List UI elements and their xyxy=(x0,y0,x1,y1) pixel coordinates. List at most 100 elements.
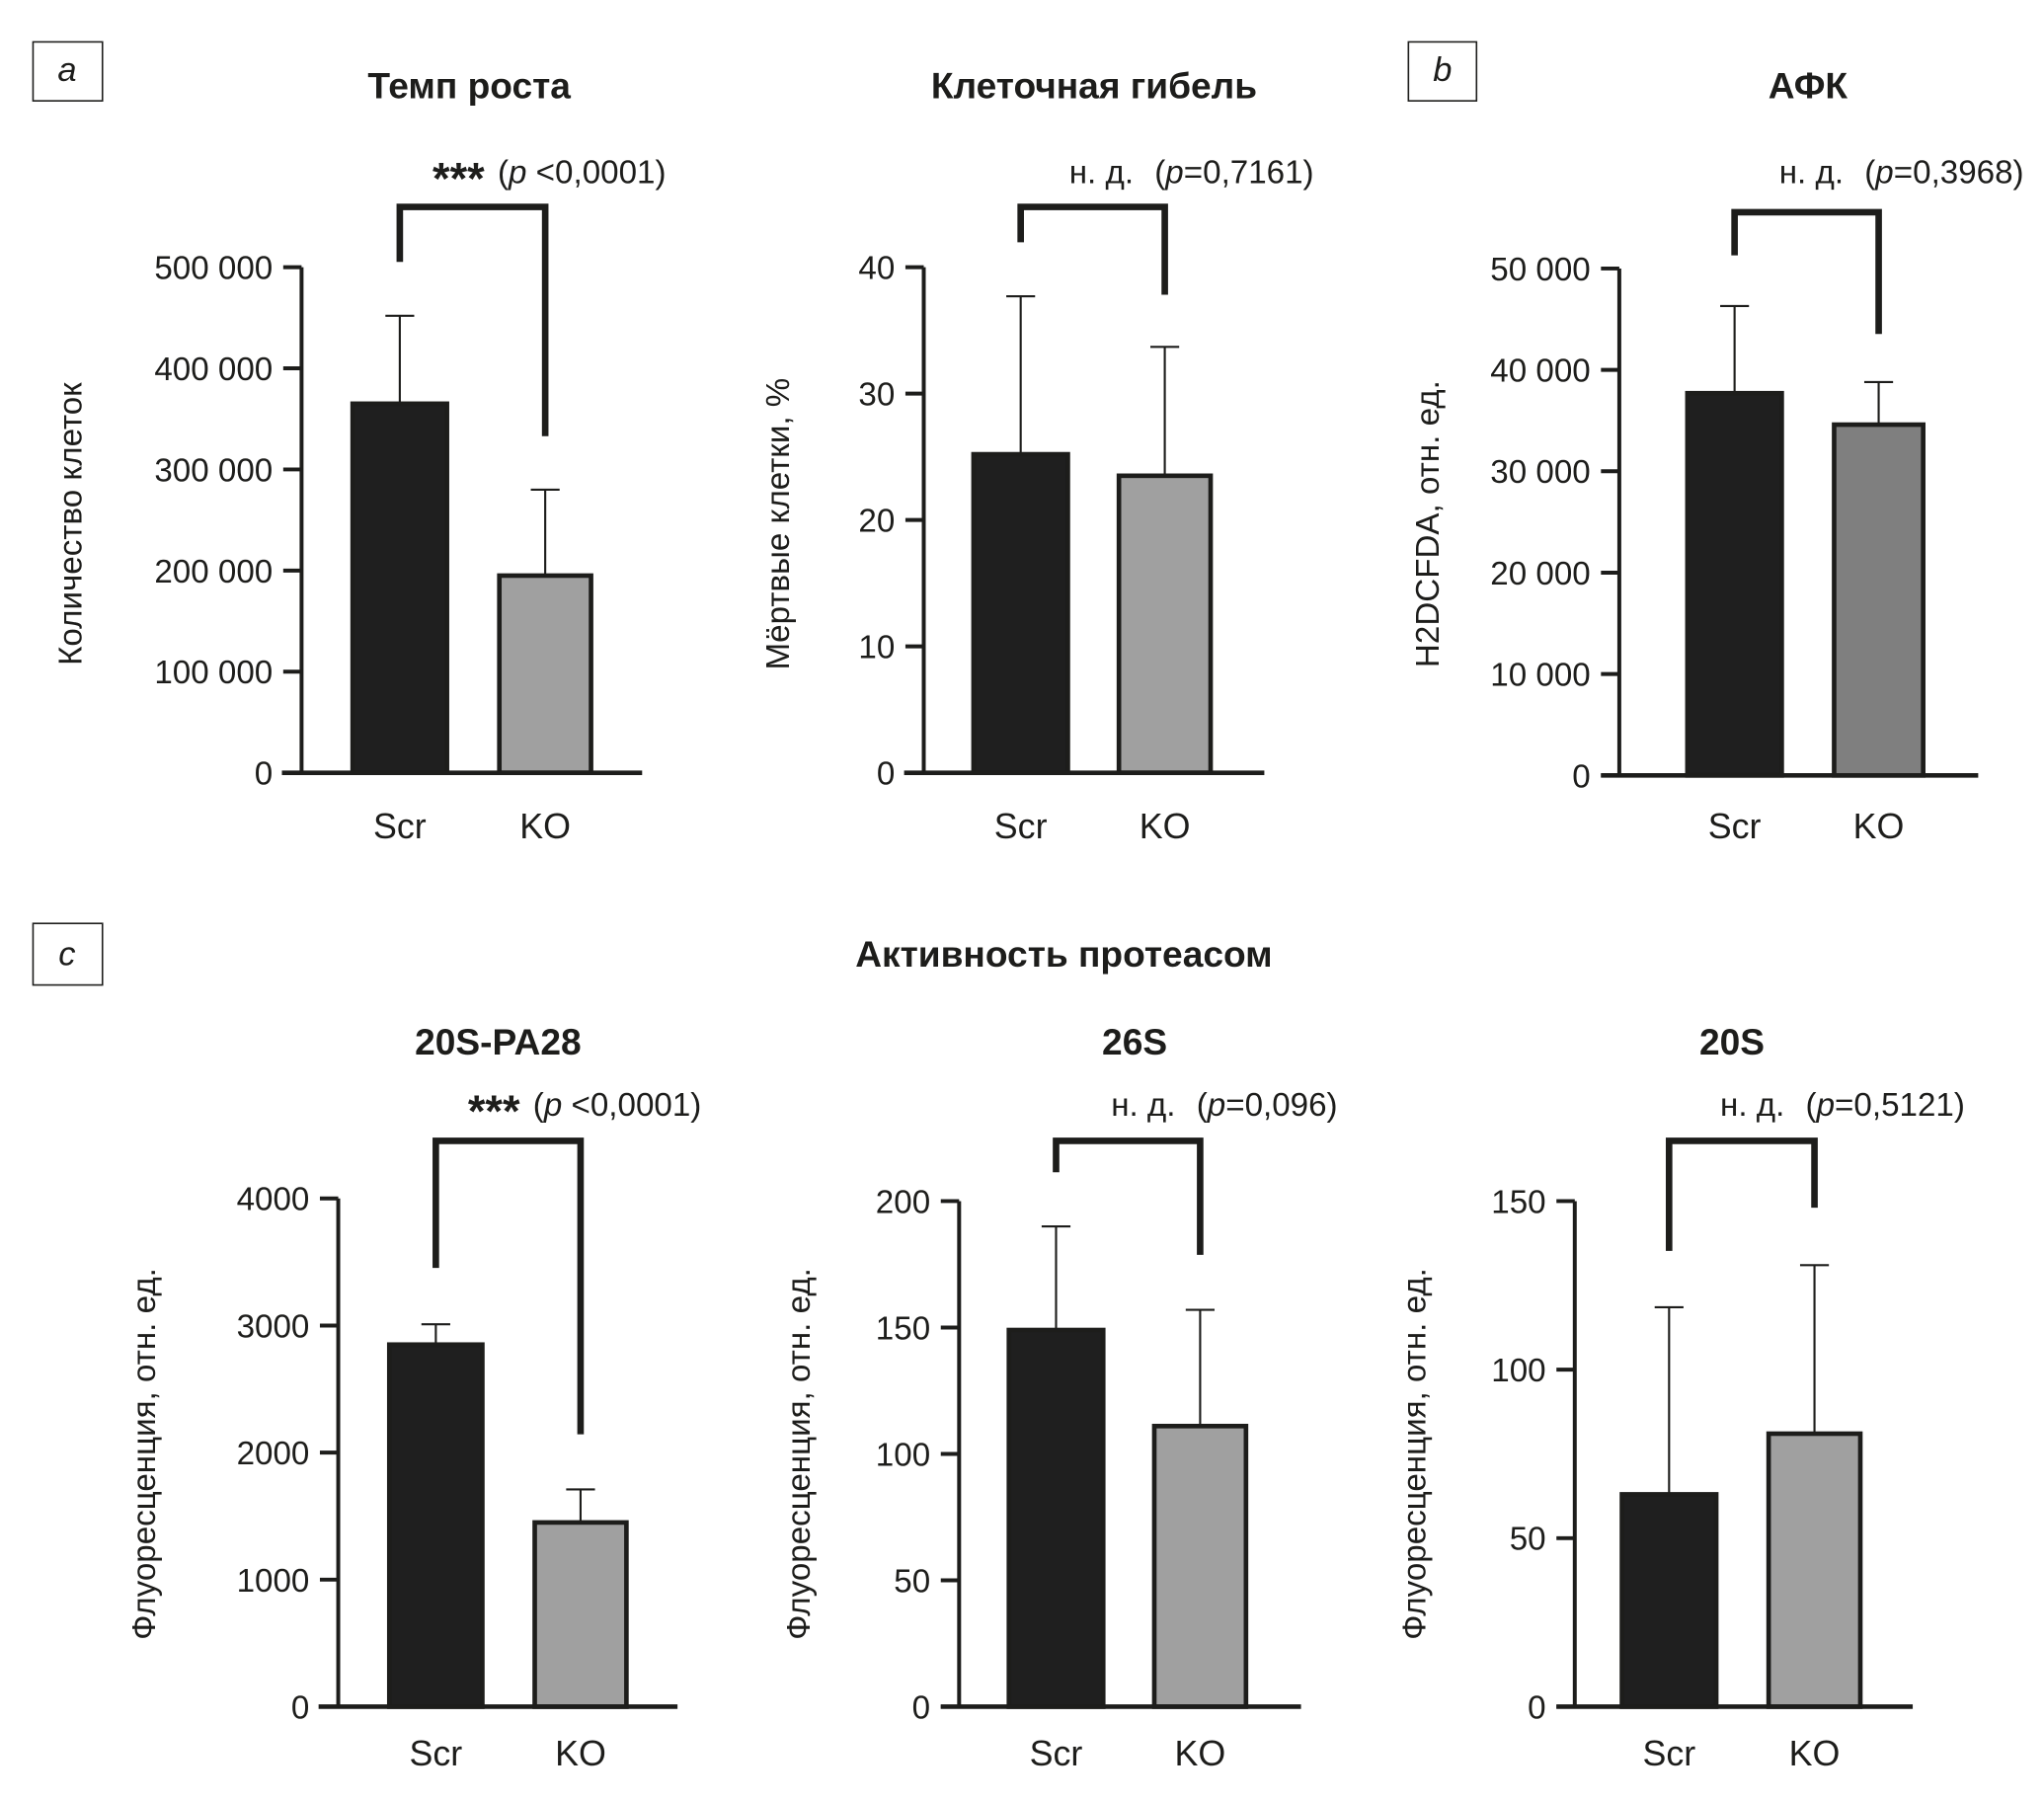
x-tick-label: KO xyxy=(1853,807,1905,846)
x-tick-label: KO xyxy=(519,807,571,846)
bar-ko xyxy=(532,1520,629,1709)
chart-title: 20S xyxy=(1699,1021,1765,1062)
panel-label-b-text: b xyxy=(1433,51,1452,89)
p-value: <0,0001) xyxy=(562,1087,701,1124)
p-open: ( xyxy=(1197,1087,1208,1124)
panel-label-a: a xyxy=(32,40,104,102)
y-tick-label: 30 000 xyxy=(1490,454,1590,491)
significance-marker: н. д. xyxy=(1720,1087,1784,1124)
bar-scr xyxy=(350,401,449,775)
y-tick-label: 20 000 xyxy=(1490,556,1590,592)
y-tick-label: 50 xyxy=(1510,1522,1546,1558)
p-value: <0,0001) xyxy=(526,155,666,192)
p-value: =0,3968) xyxy=(1894,155,2024,192)
chart-2: Клеточная гибель Мёртвые клетки, % Scr KO 0 1… xyxy=(760,64,1314,845)
x-tick-label: Scr xyxy=(410,1734,463,1773)
p-symbol: p xyxy=(508,155,526,192)
y-tick-label: 1000 xyxy=(237,1563,310,1600)
x-tick-label: KO xyxy=(555,1734,606,1773)
x-tick-label: Scr xyxy=(373,807,427,846)
significance-marker: н. д. xyxy=(1111,1087,1175,1124)
y-tick-label: 0 xyxy=(912,1689,930,1726)
y-axis-label: Флуоресценция, отн. ед. xyxy=(126,1268,163,1640)
y-tick-label: 200 000 xyxy=(154,554,273,590)
bar-scr xyxy=(1619,1492,1719,1709)
y-tick-label: 3000 xyxy=(237,1308,310,1345)
chart-title: АФК xyxy=(1769,64,1848,106)
significance-bracket xyxy=(432,1137,585,1435)
y-tick-label: 4000 xyxy=(237,1182,310,1218)
y-tick-label: 50 000 xyxy=(1490,252,1590,288)
y-tick-label: 0 xyxy=(291,1689,309,1726)
p-symbol: p xyxy=(1164,155,1183,192)
chart-3: АФК H2DCFDA, отн. ед. Scr KO 0 10 000 20 000 30… xyxy=(1410,64,2024,845)
y-axis-label: Флуоресценция, отн. ед. xyxy=(1397,1268,1434,1640)
p-open: ( xyxy=(498,155,509,192)
chart-4: 20S-PA28 Флуоресценция, отн. ед. Scr KO 0 100… xyxy=(126,1021,701,1773)
significance-bracket xyxy=(1665,1137,1818,1251)
x-tick-label: KO xyxy=(1789,1734,1841,1773)
bar-ko xyxy=(1766,1431,1863,1709)
p-open: ( xyxy=(533,1087,544,1124)
significance-annotation: н. д. (p=0,7161) xyxy=(1069,155,1314,192)
p-value: =0,096) xyxy=(1225,1087,1337,1124)
significance-bracket xyxy=(1053,1137,1204,1255)
y-axis-label: Количество клеток xyxy=(53,382,90,666)
x-tick-label: KO xyxy=(1175,1734,1226,1773)
p-symbol: p xyxy=(1874,155,1893,192)
p-symbol: p xyxy=(1207,1087,1225,1124)
chart-title: Клеточная гибель xyxy=(931,64,1257,106)
y-tick-label: 0 xyxy=(1528,1689,1545,1726)
bar-ko xyxy=(1151,1423,1249,1709)
y-tick-label: 500 000 xyxy=(154,251,273,287)
y-tick-label: 30 xyxy=(858,377,895,414)
bar-scr xyxy=(386,1342,485,1709)
y-tick-label: 0 xyxy=(877,756,895,793)
chart-1: Темп роста Количество клеток Scr KO 0 100 000… xyxy=(53,64,667,845)
y-axis-label: Флуоресценция, отн. ед. xyxy=(781,1268,818,1640)
y-tick-label: 0 xyxy=(255,756,273,793)
panel-label-b: b xyxy=(1407,40,1478,102)
x-tick-label: Scr xyxy=(1708,807,1762,846)
y-tick-label: 100 xyxy=(876,1437,930,1473)
y-axis-label: H2DCFDA, отн. ед. xyxy=(1410,380,1447,667)
p-value: =0,5121) xyxy=(1835,1087,1965,1124)
y-tick-label: 200 xyxy=(876,1184,930,1220)
significance-annotation: *** (p <0,0001) xyxy=(468,1086,701,1136)
p-open: ( xyxy=(1806,1087,1817,1124)
p-symbol: p xyxy=(543,1087,562,1124)
significance-annotation: н. д. (p=0,3968) xyxy=(1779,155,2024,192)
p-symbol: p xyxy=(1816,1087,1835,1124)
chart-title: 26S xyxy=(1102,1021,1167,1062)
significance-annotation: н. д. (p=0,5121) xyxy=(1720,1087,1965,1124)
bar-ko xyxy=(497,573,593,775)
y-tick-label: 20 xyxy=(858,504,895,540)
panel-label-a-text: a xyxy=(57,51,76,89)
p-value: =0,7161) xyxy=(1184,155,1314,192)
y-tick-label: 150 xyxy=(1491,1184,1545,1220)
bar-ko xyxy=(1832,422,1926,778)
x-tick-label: KO xyxy=(1140,807,1191,846)
y-axis-label: Мёртвые клетки, % xyxy=(760,378,797,670)
y-tick-label: 150 xyxy=(876,1310,930,1347)
significance-marker: *** xyxy=(468,1086,520,1136)
significance-marker: н. д. xyxy=(1069,155,1134,192)
panel-label-c: c xyxy=(32,922,104,986)
x-tick-label: Scr xyxy=(1030,1734,1083,1773)
significance-annotation: *** (p <0,0001) xyxy=(432,153,666,203)
section-title: Активность протеасом xyxy=(855,933,1272,975)
y-tick-label: 0 xyxy=(1572,758,1590,795)
significance-bracket xyxy=(1017,203,1168,295)
chart-6: 20S Флуоресценция, отн. ед. Scr KO 0 50 100 150… xyxy=(1397,1021,1965,1773)
p-open: ( xyxy=(1864,155,1875,192)
x-tick-label: Scr xyxy=(1642,1734,1695,1773)
bar-ko xyxy=(1116,473,1214,775)
x-tick-label: Scr xyxy=(994,807,1048,846)
significance-bracket xyxy=(396,203,549,436)
y-tick-label: 2000 xyxy=(237,1436,310,1472)
significance-marker: *** xyxy=(432,153,485,203)
significance-bracket xyxy=(1731,208,1882,335)
chart-5: 26S Флуоресценция, отн. ед. Scr KO 0 50 100 150… xyxy=(781,1021,1338,1773)
bar-scr xyxy=(1685,390,1784,778)
